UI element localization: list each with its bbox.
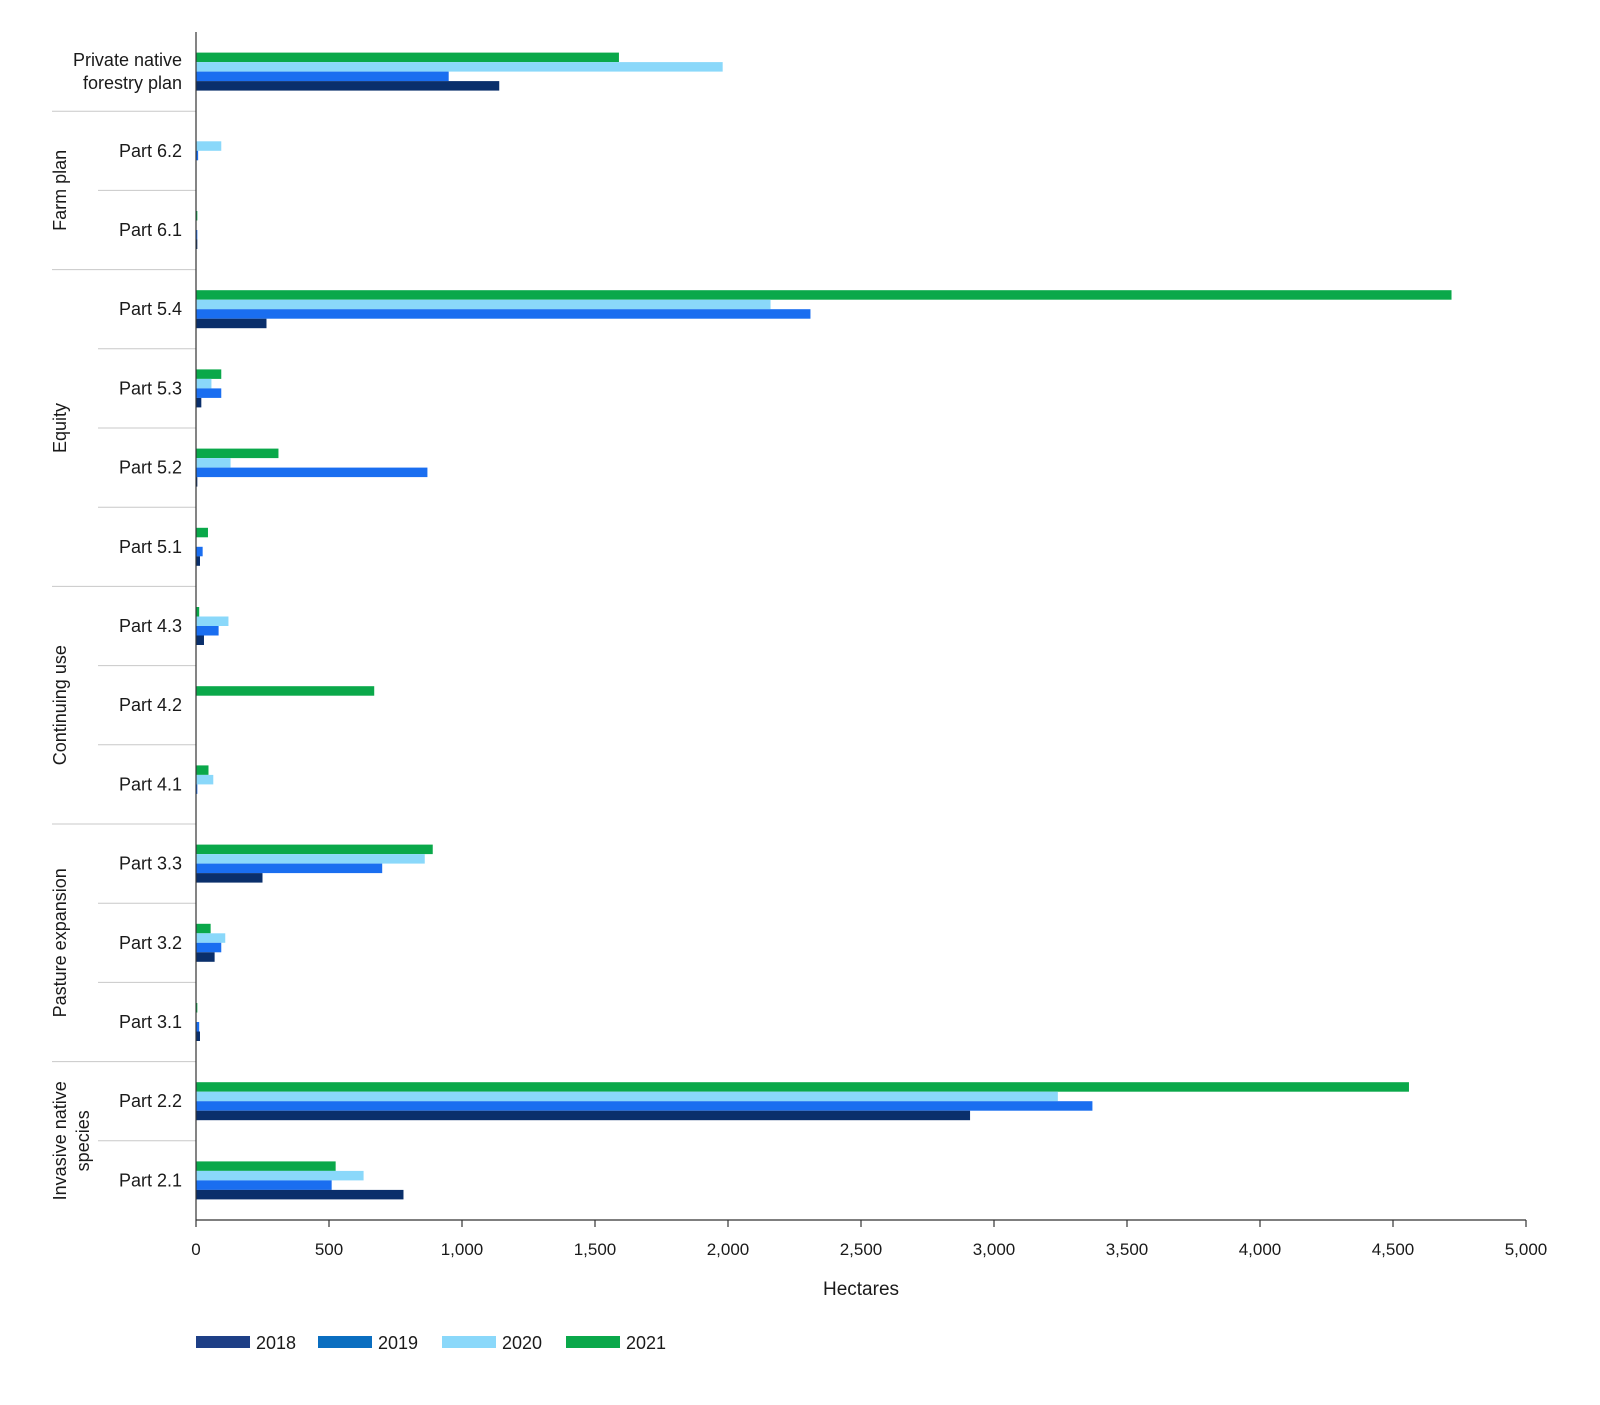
x-tick-label: 500 [315,1240,343,1259]
bar-2019-private-native-forestry-plan [196,71,449,82]
category-label: Part 6.2 [119,141,182,161]
x-tick-label: 3,000 [973,1240,1016,1259]
bar-2018-part-5-4 [196,318,267,329]
legend-label-2021: 2021 [626,1333,666,1353]
bar-2019-part-3-2 [196,942,222,953]
legend-swatch-2021 [566,1336,620,1348]
bar-2018-part-2-2 [196,1110,971,1121]
category-label: Part 3.3 [119,854,182,874]
bar-2019-part-4-1 [196,784,198,794]
category-label: Private native forestry plan [73,50,182,93]
legend-label-2018: 2018 [256,1333,296,1353]
bar-2018-private-native-forestry-plan [196,81,500,91]
bar-2021-part-5-1 [196,527,208,538]
group-label-pasture-expansion: Pasture expansion [50,868,70,1017]
category-label: Part 6.1 [119,220,182,240]
legend-swatch-2018 [196,1336,250,1348]
category-label: Part 4.1 [119,774,182,794]
bar-2020-part-5-2 [196,458,231,468]
category-label: Part 5.4 [119,299,182,319]
bar-2020-part-6-2 [196,141,222,151]
axes [195,32,1526,1221]
bar-2018-part-2-1 [196,1189,404,1200]
bar-2019-part-3-1 [196,1022,200,1032]
category-label: Part 4.3 [119,616,182,636]
category-label: Part 5.1 [119,537,182,557]
bar-2018-part-6-1 [196,239,198,249]
bar-2021-part-4-2 [196,686,375,696]
x-tick-label: 1,500 [574,1240,617,1259]
bar-2020-part-4-3 [196,616,229,626]
group-separators [52,110,196,1142]
bar-2018-part-4-3 [196,635,204,645]
bar-2019-part-5-4 [196,309,811,319]
bar-2019-part-6-1 [196,230,198,240]
bar-2021-part-3-1 [196,1003,198,1013]
group-label-continuing-use: Continuing use [50,645,70,765]
x-tick-label: 1,000 [441,1240,484,1259]
x-tick-label: 2,000 [707,1240,750,1259]
bar-2018-part-3-3 [196,873,263,883]
bar-2021-part-3-3 [196,844,433,855]
group-labels: Farm plan Equity Continuing use Pasture exp… [50,150,93,1200]
x-tick-label: 5,000 [1505,1240,1548,1259]
bar-2020-private-native-forestry-plan [196,62,723,72]
bar-2019-part-2-1 [196,1180,332,1190]
bar-2020-part-2-2 [196,1091,1058,1102]
bar-2019-part-6-2 [196,150,199,161]
category-labels: Private native forestry plan Part 6.2 Part … [73,50,182,1190]
bar-2021-part-3-2 [196,923,211,934]
bar-2020-part-5-3 [196,378,212,389]
x-ticks: 0 500 1,000 1,500 2,000 2,500 3,000 3,500 4,000 4… [191,1220,1547,1259]
bar-2021-part-2-1 [196,1161,336,1171]
legend-label-2019: 2019 [378,1333,418,1353]
bars [196,52,1452,1200]
bar-2018-part-3-1 [196,1031,200,1041]
bar-2018-part-5-3 [196,397,202,408]
bar-2019-part-3-3 [196,863,383,874]
category-label: Part 3.1 [119,1012,182,1032]
bar-2021-private-native-forestry-plan [196,52,619,63]
bar-2020-part-5-4 [196,299,771,310]
x-axis-title: Hectares [823,1279,899,1300]
bar-2021-part-6-1 [196,211,198,221]
bar-2018-part-5-2 [196,477,198,487]
x-tick-label: 4,000 [1239,1240,1282,1259]
bar-2018-part-5-1 [196,556,200,566]
x-tick-label: 4,500 [1372,1240,1415,1259]
bar-2018-part-3-2 [196,952,215,962]
bar-2020-part-3-3 [196,854,425,864]
x-tick-label: 3,500 [1106,1240,1149,1259]
bar-2021-part-5-4 [196,290,1452,300]
bar-2021-part-5-2 [196,448,279,459]
bar-2021-part-5-3 [196,369,222,379]
bar-2020-part-2-1 [196,1170,364,1181]
bar-2021-part-2-2 [196,1082,1409,1092]
bar-2019-part-5-1 [196,546,203,557]
category-label: Part 2.2 [119,1091,182,1111]
group-label-farm-plan: Farm plan [50,150,70,231]
group-label-invasive-native-species: Invasive native species [50,1081,93,1200]
bar-2019-part-2-2 [196,1101,1093,1111]
x-tick-label: 2,500 [840,1240,883,1259]
legend-label-2020: 2020 [502,1333,542,1353]
category-label: Part 2.1 [119,1170,182,1190]
category-label: Part 5.3 [119,378,182,398]
category-label: Part 5.2 [119,458,182,478]
legend-swatch-2020 [442,1336,496,1348]
category-label: Part 3.2 [119,933,182,953]
category-label: Part 4.2 [119,695,182,715]
legend: 2018 2019 2020 2021 [196,1333,666,1353]
legend-swatch-2019 [318,1336,372,1348]
bar-2020-part-3-2 [196,933,226,943]
bar-2021-part-4-3 [196,607,200,617]
x-tick-label: 0 [191,1240,200,1259]
bar-2021-part-4-1 [196,765,209,775]
bar-2020-part-4-1 [196,774,214,785]
bar-2019-part-5-3 [196,388,222,398]
bar-2019-part-5-2 [196,467,428,478]
group-label-equity: Equity [50,403,70,453]
bar-2019-part-4-3 [196,626,219,636]
